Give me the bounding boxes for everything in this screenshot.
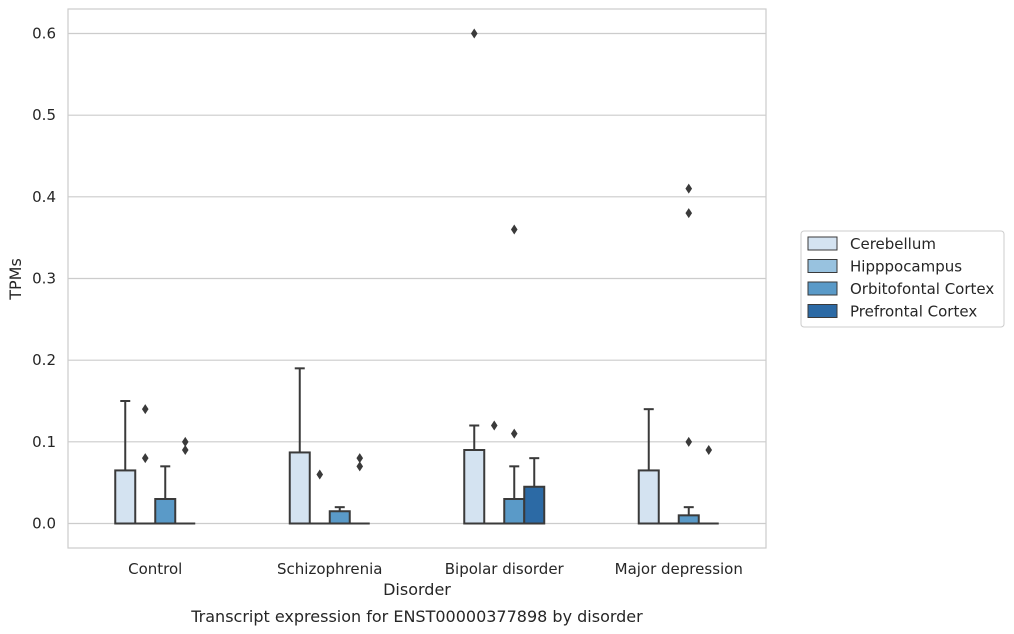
outlier-point	[356, 461, 364, 472]
legend-entry: Prefrontal Cortex	[850, 303, 977, 321]
outlier-point	[510, 428, 518, 439]
box-cerebellum	[463, 424, 486, 525]
box-body	[328, 510, 351, 525]
x-tick-labels: Control Schizophrenia Bipolar disorder Majo…	[128, 560, 743, 578]
y-tick-label: 0.3	[32, 270, 56, 288]
outlier-point	[705, 445, 713, 455]
y-tick-label: 0.5	[32, 106, 56, 124]
legend-swatch	[807, 281, 838, 296]
legend-entry: Cerebellum	[850, 235, 936, 253]
box-prefrontal-cortex	[523, 457, 546, 525]
box-body	[288, 451, 311, 525]
x-axis-label: Disorder	[383, 580, 451, 599]
outlier-point	[181, 436, 189, 447]
x-tick-label: Major depression	[615, 560, 743, 578]
outlier-point	[181, 445, 189, 455]
box-body	[637, 469, 660, 525]
legend-entry: Hipppocampus	[850, 258, 962, 276]
x-tick-label: Bipolar disorder	[445, 560, 565, 578]
x-tick-label: Schizophrenia	[277, 560, 382, 578]
box-orbitofontal-cortex	[328, 506, 351, 525]
outlier-point	[141, 453, 149, 464]
y-tick-label: 0.4	[32, 188, 56, 206]
y-tick-label: 0.2	[32, 351, 56, 369]
box-body	[114, 469, 137, 525]
outlier-point	[685, 183, 693, 194]
box-cerebellum	[114, 400, 137, 525]
outlier-point	[685, 436, 693, 447]
y-tick-label: 0.0	[32, 515, 56, 533]
legend-frame	[800, 230, 1005, 328]
plot-frame	[67, 8, 767, 549]
outlier-points	[141, 28, 713, 480]
box-body	[523, 485, 546, 525]
y-tick-labels: 0.0 0.1 0.2 0.3 0.4 0.5 0.6	[32, 25, 56, 533]
outlier-point	[685, 208, 693, 219]
box-series	[114, 367, 719, 525]
outlier-point	[316, 469, 324, 480]
box-cerebellum	[288, 367, 311, 525]
outlier-point	[490, 420, 498, 431]
box-body	[463, 449, 486, 525]
box-body	[503, 498, 526, 525]
outlier-point	[510, 224, 518, 235]
box-orbitofontal-cortex	[677, 506, 700, 525]
legend-swatch	[807, 259, 838, 273]
y-tick-label: 0.6	[32, 25, 56, 43]
legend-swatch	[807, 236, 838, 251]
box-orbitofontal-cortex	[503, 465, 526, 525]
legend-entry: Orbitofontal Cortex	[850, 280, 994, 298]
outlier-point	[470, 28, 478, 39]
x-tick-label: Control	[128, 560, 182, 578]
box-orbitofontal-cortex	[154, 465, 177, 525]
box-body	[677, 514, 700, 525]
y-tick-label: 0.1	[32, 433, 56, 451]
box-body	[154, 498, 177, 525]
legend: Cerebellum Hipppocampus Orbitofontal Corte…	[800, 230, 1005, 328]
legend-swatch	[807, 304, 838, 318]
outlier-point	[356, 453, 364, 464]
box-cerebellum	[637, 408, 660, 525]
outlier-point	[141, 404, 149, 415]
y-axis-label: TPMs	[6, 258, 25, 301]
chart-caption: Transcript expression for ENST0000037789…	[190, 607, 643, 626]
